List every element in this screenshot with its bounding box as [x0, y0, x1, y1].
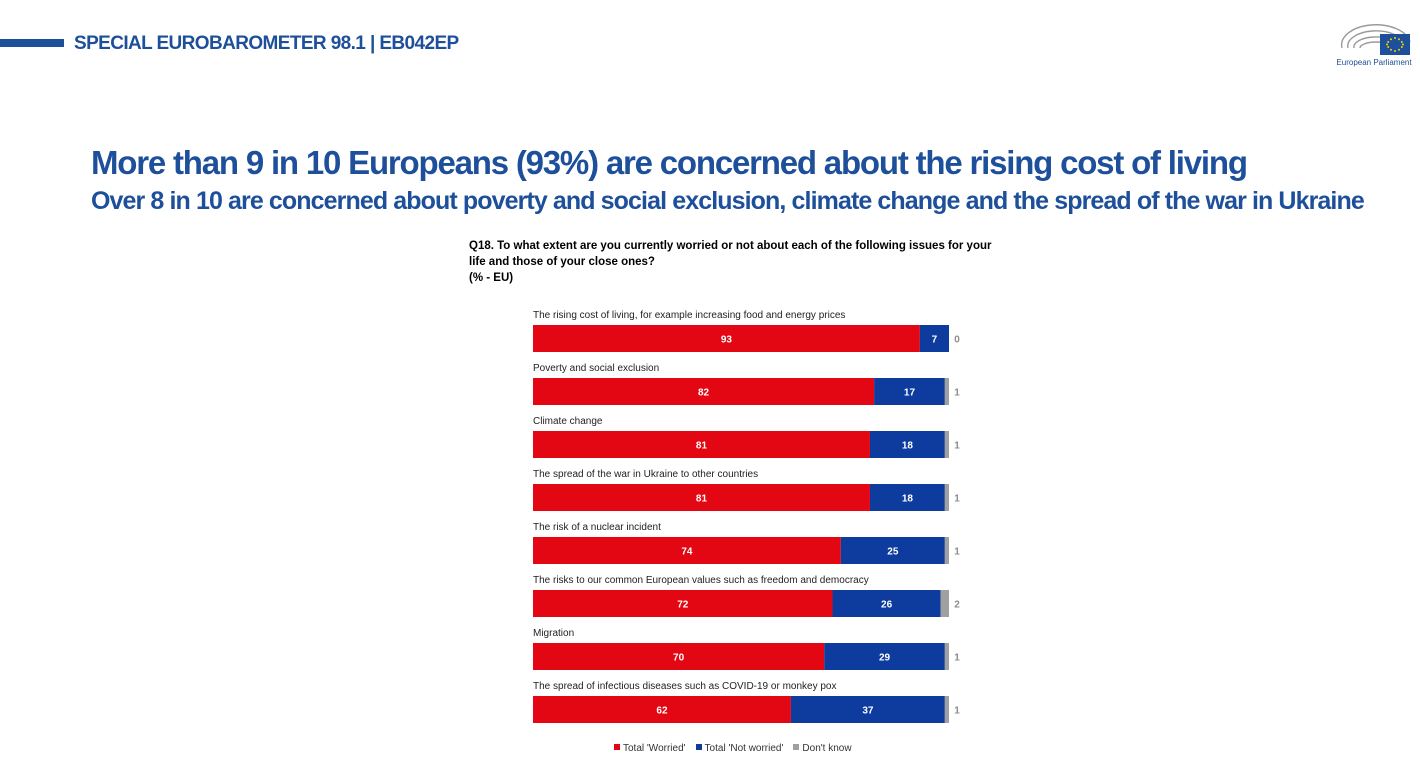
legend-label: Don't know — [802, 743, 852, 754]
category-label: The spread of infectious diseases such a… — [533, 681, 836, 692]
data-label: 81 — [696, 441, 708, 452]
legend-item: Don't know — [793, 743, 852, 754]
legend-swatch — [793, 744, 800, 751]
data-label: 81 — [696, 494, 708, 505]
bar-segment-not-worried — [832, 590, 941, 617]
data-label: 2 — [954, 600, 960, 611]
data-label: 1 — [954, 547, 960, 558]
bar-segment-dont-know — [944, 643, 949, 670]
bar-segment-not-worried — [840, 537, 945, 564]
category-label: The rising cost of living, for example i… — [533, 310, 845, 321]
page-subtitle: Over 8 in 10 are concerned about poverty… — [91, 187, 1365, 215]
report-header: SPECIAL EUROBAROMETER 98.1 | EB042EP — [74, 33, 459, 54]
bar-segment-dont-know — [944, 431, 949, 458]
legend-swatch — [614, 744, 620, 751]
legend-item: Total 'Not worried' — [695, 743, 784, 754]
bar-segment-dont-know — [944, 537, 949, 564]
bar-segment-worried — [533, 431, 870, 458]
header-accent-bar — [0, 39, 64, 47]
data-label: 62 — [656, 706, 668, 717]
category-label: Poverty and social exclusion — [533, 363, 659, 374]
data-label: 18 — [902, 494, 914, 505]
data-label: 1 — [954, 441, 960, 452]
category-label: The spread of the war in Ukraine to othe… — [533, 469, 758, 480]
category-label: The risks to our common European values … — [533, 575, 869, 586]
data-label: 74 — [681, 547, 693, 558]
bar-segment-dont-know — [944, 484, 949, 511]
data-label: 1 — [954, 706, 960, 717]
data-label: 18 — [902, 441, 914, 452]
data-label: 0 — [954, 335, 960, 346]
data-label: 1 — [954, 653, 960, 664]
data-label: 70 — [673, 653, 685, 664]
bar-segment-dont-know — [940, 590, 949, 617]
data-label: 72 — [677, 600, 689, 611]
bar-segment-worried — [533, 325, 920, 352]
legend-label: Total 'Not worried' — [704, 743, 784, 754]
bar-segment-worried — [533, 378, 875, 405]
category-label: The risk of a nuclear incident — [533, 522, 661, 533]
bar-segment-not-worried — [869, 431, 945, 458]
data-label: 7 — [932, 335, 938, 346]
bar-segment-not-worried — [824, 643, 945, 670]
data-label: 1 — [954, 388, 960, 399]
bar-segment-not-worried — [790, 696, 945, 723]
bar-segment-worried — [533, 484, 870, 511]
data-label: 25 — [887, 547, 899, 558]
survey-question: Q18. To what extent are you currently wo… — [469, 238, 1009, 286]
bar-segment-not-worried — [874, 378, 945, 405]
bar-segment-dont-know — [944, 696, 949, 723]
question-line-1: Q18. To what extent are you currently wo… — [469, 240, 992, 252]
legend-item: Total 'Worried' — [614, 743, 686, 754]
legend-label: Total 'Worried' — [623, 743, 686, 754]
data-label: 93 — [721, 335, 733, 346]
data-label: 1 — [954, 494, 960, 505]
data-label: 29 — [879, 653, 891, 664]
bar-segment-worried — [533, 537, 841, 564]
bar-segment-worried — [533, 696, 791, 723]
category-label: Migration — [533, 628, 574, 639]
bar-segment-worried — [533, 590, 833, 617]
question-line-2: life and those of your close ones? — [469, 256, 655, 268]
bar-segment-worried — [533, 643, 825, 670]
data-label: 82 — [698, 388, 710, 399]
data-label: 26 — [881, 600, 893, 611]
data-label: 17 — [904, 388, 916, 399]
legend-swatch — [695, 744, 702, 751]
european-parliament-logo — [1340, 24, 1411, 55]
question-line-3: (% - EU) — [469, 272, 514, 284]
bar-segment-not-worried — [869, 484, 945, 511]
bar-segment-not-worried — [919, 325, 949, 352]
bar-segment-dont-know — [944, 378, 949, 405]
category-label: Climate change — [533, 416, 603, 427]
data-label: 37 — [862, 706, 874, 717]
chart-legend: Total 'Worried' Total 'Not worried' Don't … — [614, 743, 862, 754]
page-title: More than 9 in 10 Europeans (93%) are co… — [91, 144, 1248, 181]
logo-caption: European Parliament — [1336, 58, 1412, 67]
